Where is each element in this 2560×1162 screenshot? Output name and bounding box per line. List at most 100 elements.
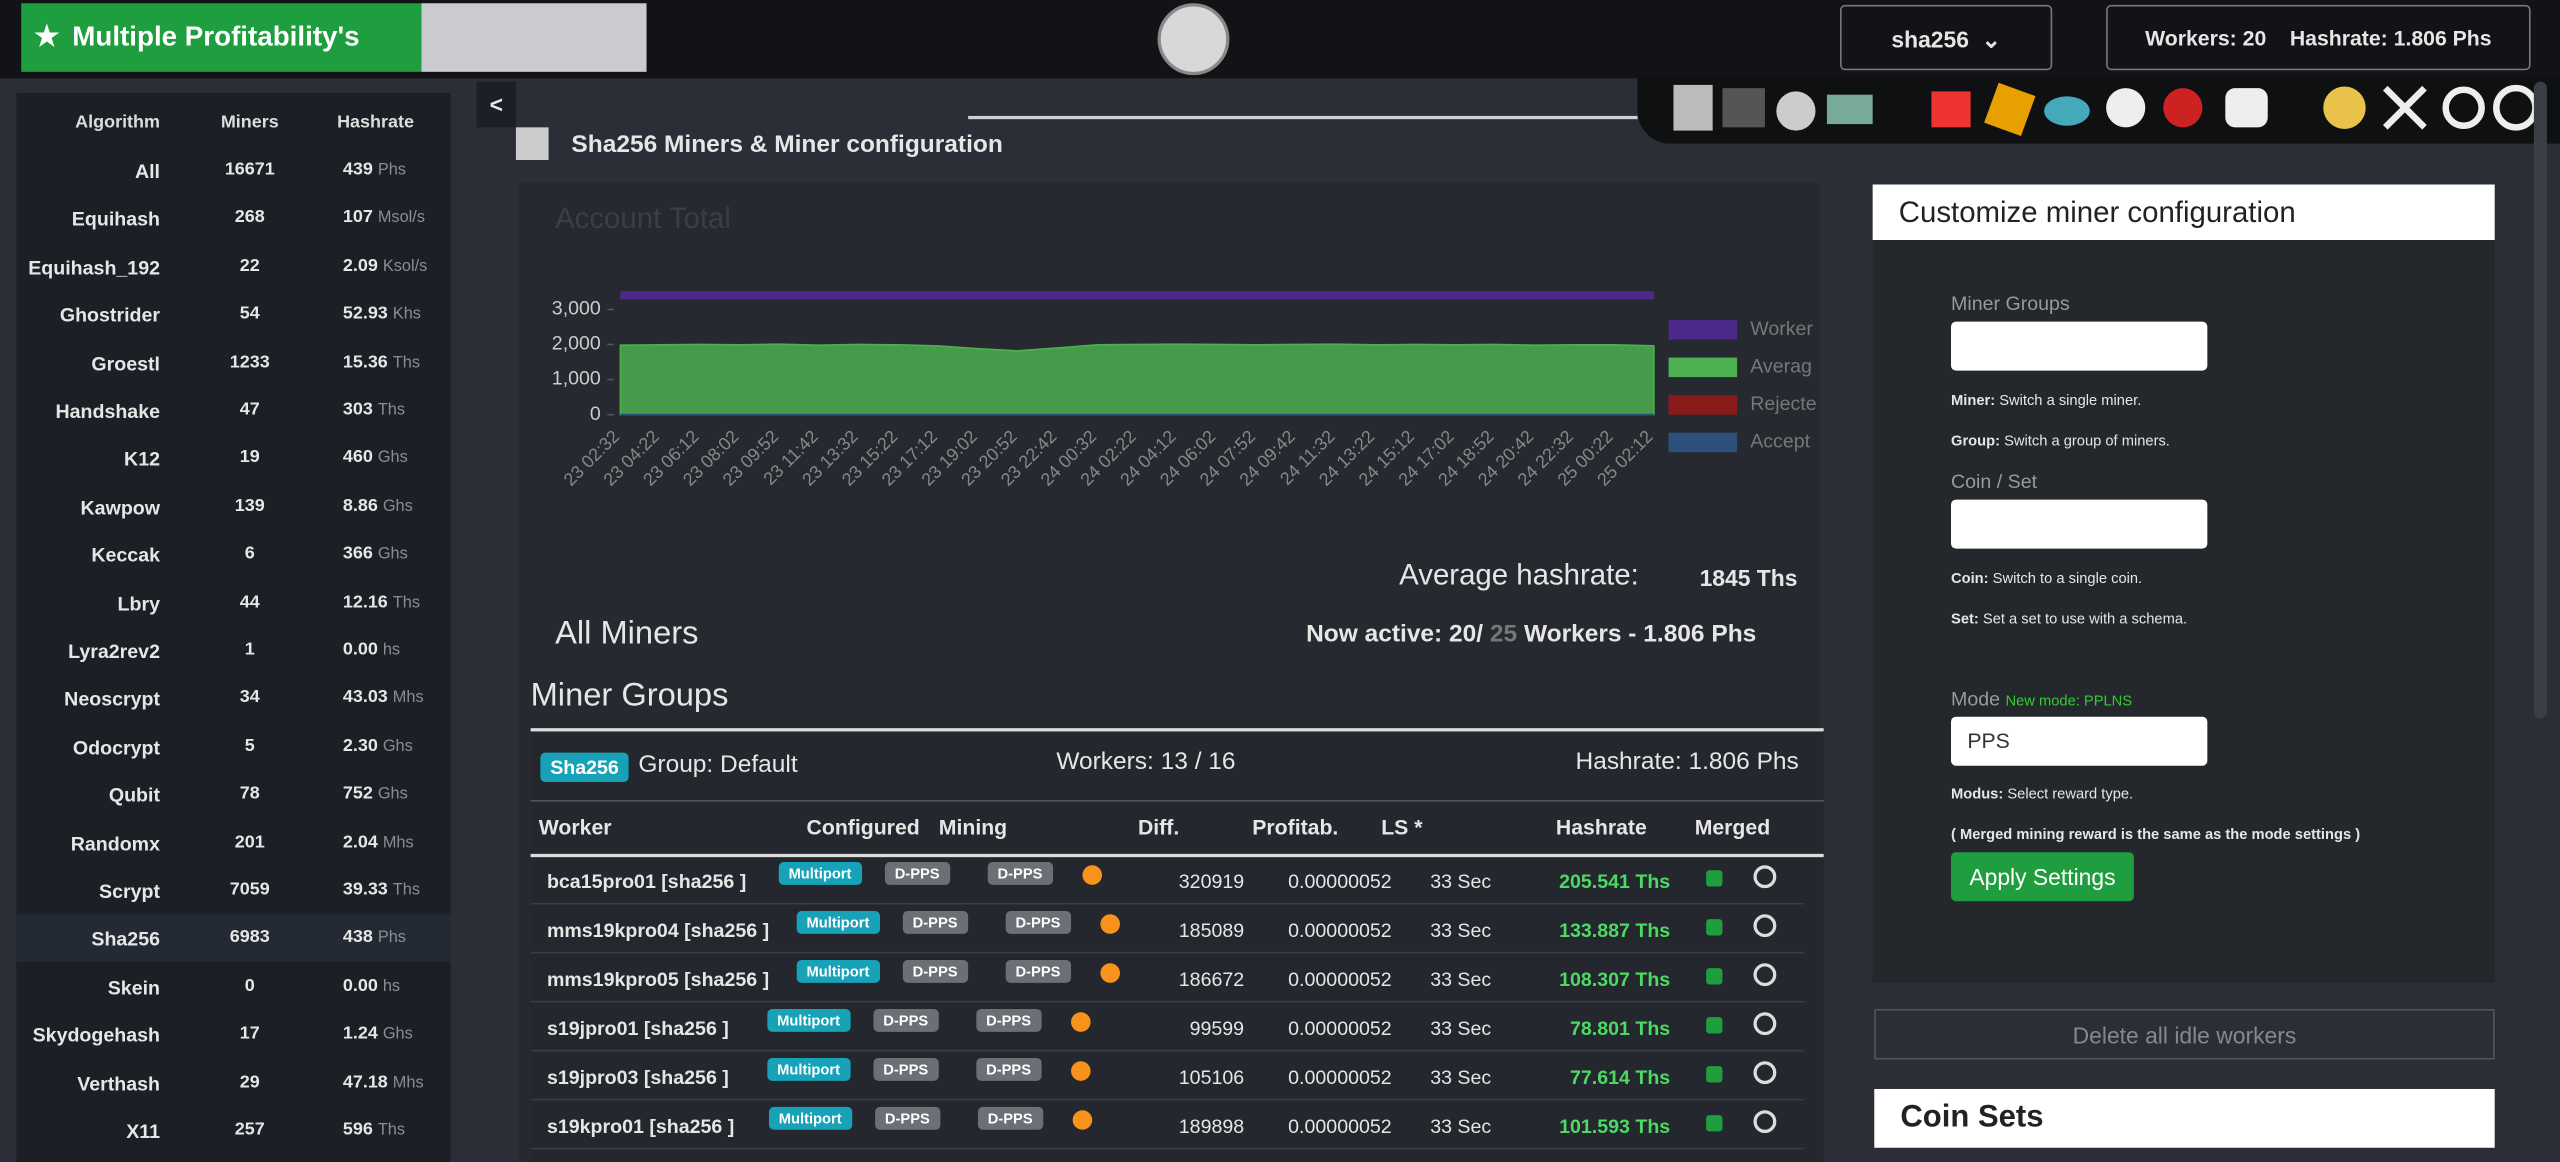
mining-badge: D-PPS [987,862,1053,885]
inspect-icon[interactable] [1753,914,1777,938]
hashrate: 47.18 Mhs [343,1072,457,1092]
hashrate: 752 Ghs [343,784,457,804]
hash-value: 0.00 [342,639,378,660]
algo-row[interactable]: Verthash 29 47.18 Mhs [16,1059,450,1106]
btc-icon [1072,1110,1093,1130]
legend-label: Averag [1750,356,1812,378]
mode-label: Mode New mode: PPLNS [1951,687,2132,710]
algo-row[interactable]: Neoscrypt 34 43.03 Mhs [16,675,450,722]
worker-row: s19kpro01 [sha256 ] Multiport D-PPS D-PPS 18… [530,1100,1805,1150]
mining-badge: D-PPS [884,862,950,885]
algo-row[interactable]: Scrypt 7059 39.33 Ths [16,867,450,914]
algo-name: Scrypt [99,879,160,903]
hash-value: 596 [342,1119,373,1140]
icons [1673,82,2539,137]
icon[interactable] [2442,86,2485,129]
algo-row[interactable]: K12 19 460 Ghs [16,435,450,482]
merged-check[interactable] [1706,1115,1723,1132]
avg-label: Average hashrate: [1399,558,1639,592]
algo-name: Equihash [71,207,160,231]
hashrate: 15.36 Ths [343,352,457,372]
merged-check[interactable] [1706,919,1723,936]
algo-row[interactable]: All 16671 439 Phs [16,147,450,194]
coin-select[interactable] [1951,499,2208,549]
table-header [530,799,1824,858]
col-head: Hashrate [337,112,414,133]
hash-value: 43.03 [342,687,388,708]
algo-row[interactable]: Keccak 6 366 Ghs [16,531,450,578]
hashrate: 366 Ghs [343,544,457,564]
icon[interactable] [1931,91,1971,128]
icon[interactable] [2044,96,2090,126]
config-badge: Multiport [778,862,862,885]
icon[interactable] [1673,84,1713,131]
brand[interactable]: ★Multiple Profitability's BTC/ [21,3,422,121]
hashrate: 460 Ghs [343,448,457,468]
hash-value: 15.36 [342,351,388,372]
delete-button[interactable]: Delete all idle workers [1874,1008,2495,1060]
algo-row[interactable]: Skydogehash 17 1.24 Ghs [16,1011,450,1058]
icon[interactable] [2323,86,2366,129]
hash-unit: Khs [392,305,421,324]
icon[interactable] [2225,88,2268,128]
mode-select[interactable]: PPS [1951,716,2208,766]
icon[interactable] [2493,84,2539,131]
algo-row[interactable]: Kawpow 139 8.86 Ghs [16,483,450,530]
algo-select[interactable]: sha256 ⌄ [1839,4,2053,71]
algo-row[interactable]: Lyra2rev2 1 0.00 hs [16,627,450,674]
icon[interactable] [2382,85,2427,130]
hash-value: 366 [342,543,373,564]
logo[interactable] [1157,3,1230,76]
algo-row[interactable]: Sha256 6983 438 Phs [16,914,451,963]
algo-row[interactable]: Odocrypt 5 2.30 Ghs [16,723,450,770]
inspect-icon[interactable] [1753,865,1777,889]
icon[interactable] [2163,88,2203,128]
mining-badge: D-PPS [875,1106,940,1130]
hashrate: 39.33 Ths [343,880,457,900]
active-status: Now active: 20/ 25 Workers - 1.806 Phs [1306,620,1756,648]
icon[interactable] [2106,88,2146,128]
divider [968,115,1638,120]
v: Switch to a single coin. [1992,569,2143,587]
worker-name: mms19kpro05 [sha256 ] [546,968,770,992]
column-header: Worker [538,814,612,840]
icon[interactable] [1776,91,1816,131]
algo-row[interactable]: Equihash_192 22 2.09 Ksol/s [16,243,450,290]
algo-row[interactable]: Lbry 44 12.16 Ths [16,579,450,626]
algo-row[interactable]: Ghostrider 54 52.93 Khs [16,291,450,338]
merged-check[interactable] [1706,870,1723,887]
config-badge: Multiport [796,959,880,983]
apply-button[interactable]: Apply Settings [1951,852,2134,902]
collapse-button[interactable]: < [476,81,516,128]
scrollbar[interactable] [2533,81,2547,719]
merged-check[interactable] [1706,968,1723,985]
algo-row[interactable]: X11 257 596 Ths [16,1107,450,1154]
algo-row[interactable]: Groestl 1233 15.36 Ths [16,339,450,386]
algo-row[interactable]: Equihash 268 107 Msol/s [16,195,450,242]
inspect-icon[interactable] [1753,963,1777,987]
inspect-icon[interactable] [1753,1110,1777,1134]
algo-select-text: sha256 [1891,26,1969,53]
y-tick-label: 1,000 [552,368,601,390]
diff: 99599 [1189,1017,1245,1040]
brand-text: Multiple Profitability's BTC/ [21,21,360,121]
icon[interactable] [1722,88,1765,128]
legend-swatch [1668,357,1738,378]
algo-row[interactable]: Qubit 78 752 Ghs [16,771,450,818]
icon[interactable] [1984,82,2036,137]
hashrate: 0.00 hs [343,640,457,660]
hash-value: 439 [342,159,373,180]
group-name: Group: Default [638,751,798,779]
algo-name: Odocrypt [72,735,160,759]
inspect-icon[interactable] [1753,1012,1777,1036]
merged-check[interactable] [1706,1017,1723,1034]
groups-select[interactable] [1951,321,2208,371]
merged-check[interactable] [1706,1066,1723,1083]
k: Group: [1951,432,2000,449]
inspect-icon[interactable] [1753,1061,1777,1085]
algo-row[interactable]: Handshake 47 303 Ths [16,387,450,434]
algo-row[interactable]: Skein 0 0.00 hs [16,963,450,1010]
algo-row[interactable]: Randomx 201 2.04 Mhs [16,819,450,866]
algo-name: Sha256 [91,927,160,951]
icon[interactable] [1826,94,1873,125]
